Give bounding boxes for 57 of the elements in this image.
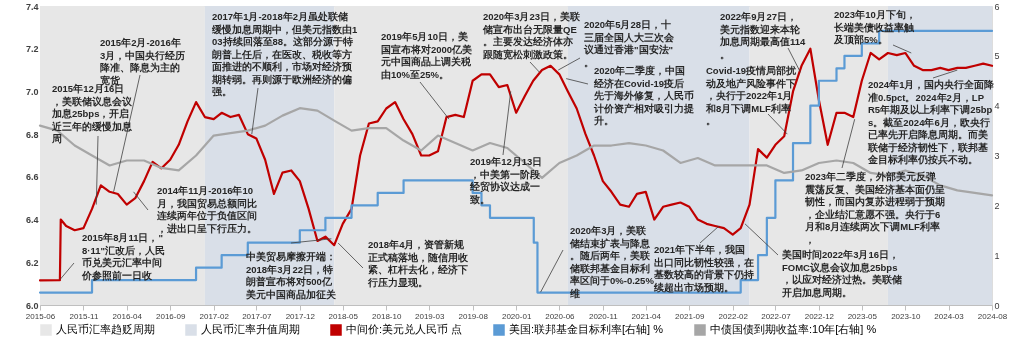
annotation: 2023年10月下旬，长端美债收益率触及顶部5%。 bbox=[833, 9, 916, 45]
annotation: 2018年4月，资管新规正式稿落地，随信用收紧、杠杆去化，经济下行压力显现。 bbox=[367, 239, 469, 288]
y-tick-label: 7.0 bbox=[25, 86, 39, 97]
x-tick-label: 2015-11 bbox=[69, 311, 99, 321]
x-tick-label: 2023-05 bbox=[847, 311, 878, 321]
x-tick-label: 2018-05 bbox=[328, 311, 359, 321]
annotation: 中美贸易摩擦开端：2018年3月22日，特朗普宣布将对500亿美元中国商品加征关 bbox=[245, 251, 337, 300]
y-tick-label: 6.6 bbox=[25, 172, 39, 183]
annotation: 美国时间2022年3月16日，FOMC议息会议加息25bps，以应对经济过热。美联储开启加息周期。 bbox=[781, 249, 902, 298]
y-tick-label: 6.4 bbox=[25, 215, 39, 226]
annotation: 2017年1月-2018年2月虽处联储缓慢加息周期中，但美元指数由103持续回落至88。这部分源于特朗普上任后，在医改、税收等方面推进的不顺利，市场对经济预期转弱。再则源于欧洲经济的偏强。 bbox=[211, 11, 358, 97]
x-tick-label: 2020-11 bbox=[588, 311, 619, 321]
x-tick-label: 2015-06 bbox=[25, 311, 56, 321]
x-tick-label: 2024-03 bbox=[934, 311, 965, 321]
y-tick-label: 6.8 bbox=[25, 129, 39, 140]
x-tick-label: 2020-01 bbox=[501, 311, 532, 321]
legend-label: 人民币汇率升值周期 bbox=[201, 323, 300, 335]
annotation: 2014年11月-2016年10月，我国贸易总额同比连续两年位于负值区间，进出口呈下行压力。 bbox=[156, 185, 257, 234]
x-tick-label: 2019-08 bbox=[458, 311, 489, 321]
annotation: 2015年8月11日，"8·11"汇改后，人民币兑美元汇率中间价参照前一日收 bbox=[81, 232, 165, 281]
y-tick-label: 7.4 bbox=[25, 1, 39, 12]
x-tick-label: 2017-07 bbox=[242, 311, 273, 321]
legend-label: 中债国债到期收益率:10年[右轴] % bbox=[710, 323, 877, 335]
y2-tick-label: 0 bbox=[994, 300, 1000, 311]
legend-label: 中间价:美元兑人民币 点 bbox=[346, 323, 463, 335]
x-tick-label: 2016-04 bbox=[112, 311, 143, 321]
x-tick-label: 2021-09 bbox=[675, 311, 705, 321]
y2-tick-label: 2 bbox=[994, 200, 1000, 211]
annotation: 2020年3月23日，美联储宣布出台无限量QE。主要发达经济体亦跟随宽松刺激政策。 bbox=[482, 11, 581, 60]
x-tick-label: 2020-06 bbox=[545, 311, 576, 321]
x-tick-label: 2022-12 bbox=[804, 311, 835, 321]
x-tick-label: 2018-10 bbox=[372, 311, 402, 321]
annotation: 2022年9月27日，美元指数迎来本轮加息周期最高值114。 bbox=[719, 11, 807, 60]
x-tick-label: 2021-04 bbox=[631, 311, 662, 321]
y2-tick-label: 1 bbox=[994, 250, 1000, 261]
annotation: 2019年5月10日，美国宣布将对2000亿美元中国商品上调关税由10%至25%。 bbox=[380, 31, 473, 80]
x-tick-label: 2017-12 bbox=[285, 311, 316, 321]
legend-label: 人民币汇率趋贬周期 bbox=[56, 323, 155, 335]
x-tick-label: 2024-08 bbox=[977, 311, 1008, 321]
annotation: 2023年二季度，外部美元反弹震荡反复、美国经济基本面仍呈韧性，而国内复苏进程弱于预期，企业结汇意愿不强。央行于6月和8月连续两次下调MLF利率， bbox=[804, 171, 945, 245]
y2-tick-label: 4 bbox=[994, 101, 1000, 112]
y2-tick-label: 6 bbox=[994, 1, 1000, 12]
legend-label: 美国:联邦基金目标利率[右轴] % bbox=[509, 323, 664, 335]
y2-tick-label: 3 bbox=[994, 151, 1000, 161]
annotation: 2020年3月，美联储结束扩表与降息。随后两年，美联储联邦基金目标利率区间于0%-0.25%维 bbox=[569, 225, 655, 299]
x-tick-label: 2022-07 bbox=[761, 311, 792, 321]
x-tick-label: 2023-10 bbox=[891, 311, 922, 321]
y-tick-label: 6.2 bbox=[25, 257, 39, 268]
x-tick-label: 2017-02 bbox=[199, 311, 230, 321]
x-tick-label: 2016-09 bbox=[156, 311, 186, 321]
annotation: 2021年下半年，我国出口同比韧性较强，在基数较高的背景下仍持续超出市场预期。 bbox=[653, 244, 754, 293]
x-tick-label: 2022-02 bbox=[718, 311, 749, 321]
y-tick-label: 6.0 bbox=[25, 300, 39, 311]
x-tick-label: 2019-03 bbox=[414, 311, 445, 321]
y-tick-label: 7.2 bbox=[25, 44, 39, 55]
y2-tick-label: 5 bbox=[994, 51, 1000, 62]
annotation: 2024年1月，国内央行全面降准0.5pct。2024年2月，LPR5年期及以上利率下调25bps。截至2024年6月，欧央行已率先开启降息周期。而美联储于经济韧性下，联邦基金目标利率仍按兵不动。 bbox=[867, 79, 996, 165]
